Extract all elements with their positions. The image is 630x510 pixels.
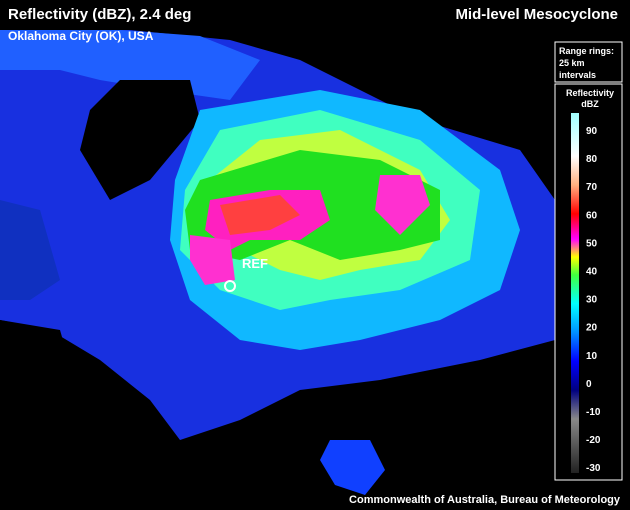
legend-tick-label: 50 [586, 238, 598, 249]
legend-tick-label: -20 [586, 435, 601, 446]
legend-tick-label: 70 [586, 182, 598, 193]
credit: Commonwealth of Australia, Bureau of Met… [349, 494, 621, 506]
title: Reflectivity (dBZ), 2.4 deg [8, 6, 191, 23]
legend-tick-label: 80 [586, 154, 598, 165]
legend-tick-label: 20 [586, 323, 598, 334]
range-rings-text: intervals [559, 70, 596, 80]
legend-tick-label: -10 [586, 407, 601, 418]
range-rings-text: 25 km [559, 58, 585, 68]
legend-tick-label: -30 [586, 463, 601, 474]
legend-box [554, 83, 623, 481]
product: Mid-level Mesocyclone [455, 6, 618, 23]
legend-tick-label: 60 [586, 210, 598, 221]
ref-label: REF [242, 256, 268, 271]
range-rings-box [554, 41, 623, 83]
radar-echoes [0, 30, 555, 510]
legend-tick-label: 10 [586, 351, 598, 362]
legend-tick-label: 30 [586, 295, 598, 306]
range-rings-text: Range rings: [559, 46, 614, 56]
legend-tick-label: 90 [586, 126, 598, 137]
legend-title: Reflectivity [566, 88, 614, 98]
ref-marker [224, 280, 236, 292]
legend-title: dBZ [581, 99, 599, 109]
colorbar [571, 113, 579, 473]
location: Oklahoma City (OK), USA [8, 29, 154, 43]
legend-tick-label: 0 [586, 379, 592, 390]
legend-tick-label: 40 [586, 267, 598, 278]
